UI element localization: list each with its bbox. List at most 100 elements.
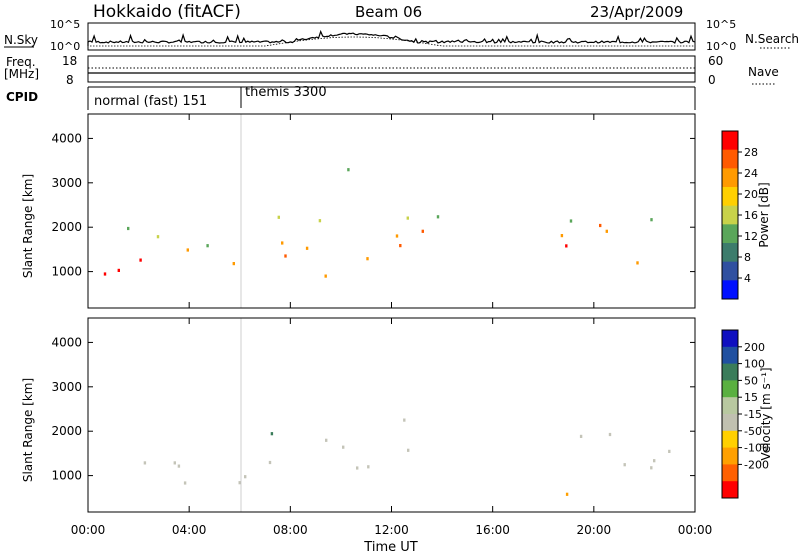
- power-colorbar-tick-label: 20: [744, 188, 758, 201]
- power-cell: [599, 223, 602, 228]
- freq-label: Freq.: [6, 55, 36, 69]
- cpid-panel: CPID normal (fast) 151 themis 3300: [6, 85, 696, 110]
- power-colorbar-label: Power [dB]: [757, 182, 771, 247]
- power-cell: [565, 244, 568, 248]
- nsearch-tick-bottom: 10^0: [706, 40, 736, 53]
- velocity-colorbar-swatch: [722, 430, 738, 449]
- y-tick-label: 3000: [51, 176, 82, 190]
- power-cell: [206, 244, 209, 248]
- freq-unit: [MHz]: [4, 67, 39, 81]
- power-cell: [366, 257, 369, 261]
- velocity-cell: [177, 464, 181, 468]
- cpid-segment-2: themis 3300: [245, 85, 327, 100]
- power-cell: [324, 274, 327, 278]
- y-tick-label: 4000: [51, 131, 82, 145]
- nsky-trace: [87, 29, 696, 46]
- x-tick-label: 04:00: [172, 523, 207, 537]
- velocity-colorbar-swatch: [722, 346, 738, 365]
- power-cell: [284, 254, 287, 258]
- velocity-colorbar-tick-label: -50: [744, 425, 762, 438]
- power-cell: [406, 216, 409, 220]
- nsky-tick-bottom: 10^0: [50, 40, 80, 53]
- power-cell: [318, 219, 322, 223]
- power-colorbar-swatch: [722, 224, 738, 244]
- power-colorbar-swatch: [722, 187, 738, 207]
- power-colorbar-tick-label: 28: [744, 146, 758, 159]
- nsearch-trace: [87, 36, 695, 47]
- cpid-segment-1: normal (fast) 151: [94, 94, 207, 109]
- station-title: Hokkaido (fitACF): [93, 2, 241, 22]
- power-cell: [421, 229, 424, 233]
- power-cell: [399, 244, 402, 248]
- velocity-cell: [268, 460, 272, 465]
- power-cell: [436, 215, 440, 219]
- velocity-cell: [623, 463, 626, 467]
- power-cell: [103, 272, 107, 276]
- power-cell: [636, 261, 639, 265]
- power-cell: [127, 226, 130, 231]
- velocity-cell: [407, 448, 410, 452]
- velocity-cell: [403, 418, 406, 422]
- x-tick-label: 08:00: [273, 523, 308, 537]
- velocity-colorbar: 200 100 50 15 -15 -50 -100 -200 Velocity [m s⁻¹…: [721, 329, 773, 499]
- x-tick-label: 12:00: [374, 523, 409, 537]
- power-colorbar-swatch: [722, 280, 738, 300]
- x-tick-label: 20:00: [577, 523, 612, 537]
- velocity-colorbar-tick-label: -200: [744, 458, 769, 471]
- velocity-colorbar-tick-label: 50: [744, 374, 758, 387]
- velocity-colorbar-swatch: [722, 414, 738, 432]
- power-colorbar-swatch: [722, 149, 738, 169]
- velocity-cell: [668, 449, 671, 453]
- y-tick-label: 1000: [51, 469, 82, 483]
- velocity-colorbar-tick-label: 15: [744, 391, 758, 404]
- nsearch-label: N.Search: [745, 32, 799, 46]
- velocity-colorbar-swatch: [722, 481, 738, 499]
- velocity-cell: [173, 461, 176, 465]
- power-cell: [156, 235, 160, 239]
- power-cell: [560, 234, 564, 238]
- nave-tick-top: 60: [708, 54, 723, 68]
- power-cell: [186, 248, 189, 252]
- nsky-label: N.Sky: [4, 33, 38, 47]
- power-cell: [605, 229, 608, 233]
- nave-label: Nave: [748, 65, 779, 79]
- nave-tick-bottom: 0: [708, 73, 716, 87]
- velocity-cell: [270, 432, 274, 436]
- velocity-ylabel: Slant Range [km]: [21, 378, 35, 482]
- nsearch-tick-top: 10^5: [706, 18, 736, 31]
- power-cell: [281, 241, 284, 245]
- velocity-cell: [367, 465, 370, 469]
- power-cell: [305, 246, 309, 250]
- y-tick-label: 2000: [51, 220, 82, 234]
- velocity-cell: [342, 445, 345, 449]
- power-colorbar-tick-label: 16: [744, 209, 758, 222]
- y-tick-label: 1000: [51, 265, 82, 279]
- velocity-colorbar-tick-label: -100: [744, 442, 769, 455]
- power-panel: 1000 2000 3000 4000 Slant Range [km]: [21, 113, 696, 309]
- power-colorbar-swatch: [722, 261, 738, 281]
- power-colorbar-swatch: [722, 131, 738, 151]
- x-axis-label: Time UT: [363, 540, 417, 554]
- power-cell: [139, 258, 142, 262]
- beam-title: Beam 06: [355, 3, 422, 21]
- power-cell: [569, 219, 573, 223]
- power-cell: [395, 234, 399, 238]
- velocity-cell: [325, 438, 328, 442]
- y-tick-label: 4000: [51, 335, 82, 349]
- power-colorbar-tick-label: 24: [744, 167, 758, 180]
- velocity-colorbar-swatch: [722, 447, 738, 465]
- cpid-label: CPID: [6, 90, 38, 104]
- date-title: 23/Apr/2009: [590, 3, 683, 21]
- power-ylabel: Slant Range [km]: [21, 174, 35, 278]
- velocity-cell: [143, 461, 147, 465]
- power-colorbar-swatch: [722, 205, 738, 225]
- freq-tick-top: 18: [62, 54, 77, 68]
- power-cell: [117, 268, 120, 272]
- velocity-colorbar-swatch: [722, 397, 738, 415]
- power-cell: [232, 262, 235, 266]
- power-colorbar-swatch: [722, 168, 738, 188]
- nsky-tick-top: 10^5: [50, 18, 80, 31]
- x-tick-label: 00:00: [71, 523, 106, 537]
- velocity-colorbar-tick-label: -15: [744, 408, 762, 421]
